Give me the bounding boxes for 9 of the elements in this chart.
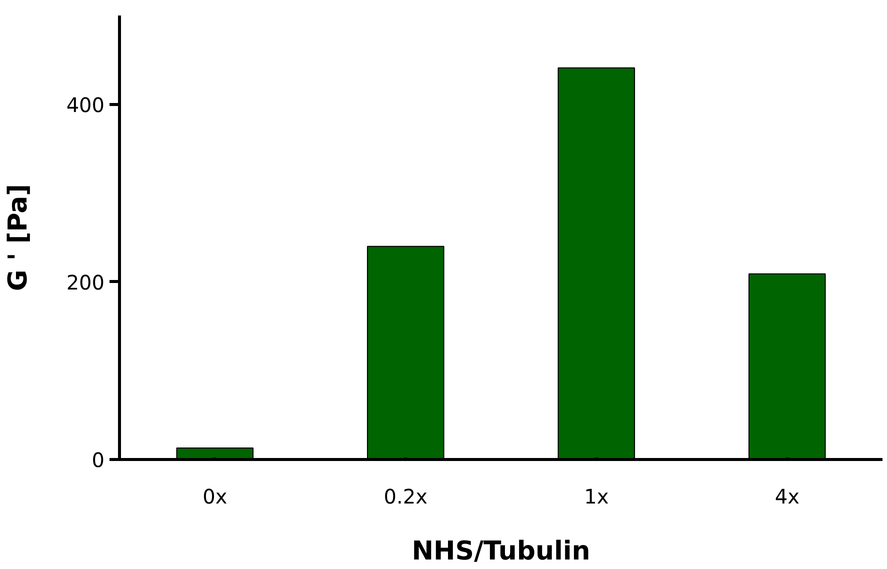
y-tick-label: 0 — [92, 448, 105, 472]
x-tick-label: 0.2x — [384, 484, 428, 508]
x-tick-label: 0x — [202, 484, 228, 508]
y-tick-label: 400 — [66, 92, 105, 117]
y-tick-label: 200 — [66, 270, 105, 294]
y-axis-title: G ' [Pa] — [3, 184, 34, 292]
x-tick-label: 1x — [584, 484, 609, 508]
x-tick-label: 4x — [774, 484, 800, 508]
x-axis-title: NHS/Tubulin — [412, 536, 590, 566]
